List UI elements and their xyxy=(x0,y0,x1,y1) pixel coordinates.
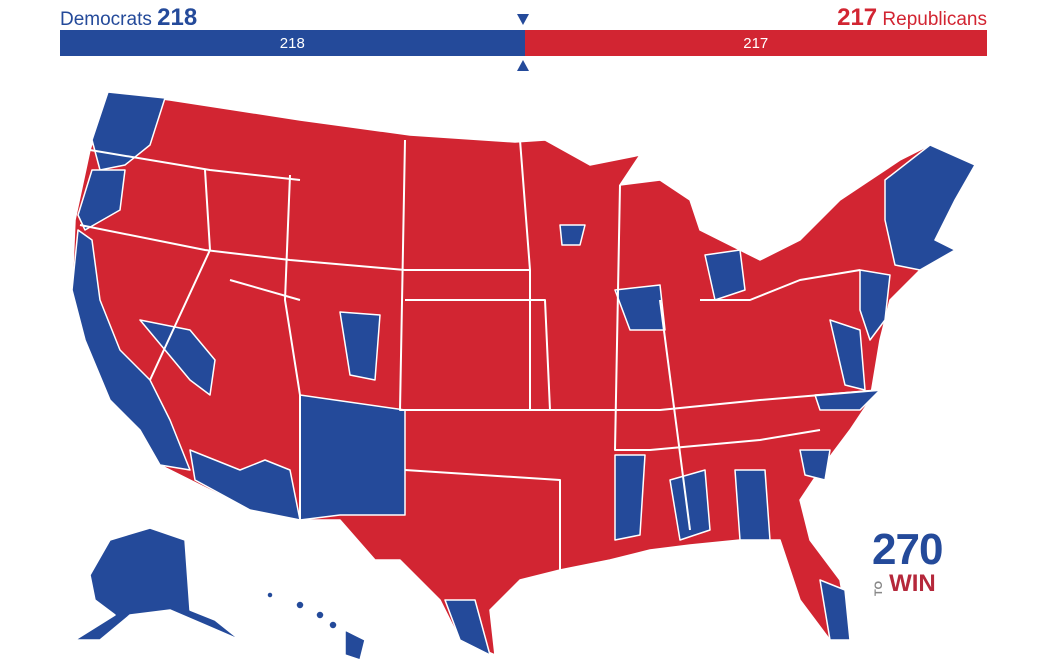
district-tx-south[interactable] xyxy=(444,599,491,656)
state-borders xyxy=(79,139,881,570)
logo-number: 270 xyxy=(872,525,943,574)
270towin-logo: 270 TO WIN xyxy=(872,525,943,597)
district-fl-south[interactable] xyxy=(819,579,851,641)
democrats-header: Democrats 218 xyxy=(60,4,197,32)
district-nv-south[interactable] xyxy=(139,319,216,396)
district-ms-delta[interactable] xyxy=(614,454,646,541)
hawaii[interactable] xyxy=(266,591,366,661)
district-nm[interactable] xyxy=(299,394,406,521)
district-md-va[interactable] xyxy=(829,319,866,391)
alaska[interactable] xyxy=(74,527,241,641)
district-al[interactable] xyxy=(669,469,711,541)
majority-marker-top-icon xyxy=(517,14,529,25)
democrats-label: Democrats xyxy=(60,9,152,30)
district-sc[interactable] xyxy=(799,449,831,481)
district-chicago[interactable] xyxy=(614,284,666,331)
logo-win: WIN xyxy=(889,570,936,597)
district-co-denver[interactable] xyxy=(339,311,381,381)
district-detroit[interactable] xyxy=(704,249,746,301)
logo-to: TO xyxy=(873,580,886,597)
district-or-coast[interactable] xyxy=(77,169,126,231)
republicans-count: 217 xyxy=(837,4,878,31)
democrat-districts xyxy=(71,91,976,656)
republicans-header: 217 Republicans xyxy=(837,4,987,32)
seat-bar: 218 217 xyxy=(60,30,987,56)
majority-marker-bottom-icon xyxy=(517,60,529,71)
republicans-label: Republicans xyxy=(882,9,987,30)
district-ga[interactable] xyxy=(734,469,771,541)
district-new-england[interactable] xyxy=(884,144,976,271)
district-az-south[interactable] xyxy=(189,449,301,521)
democrats-count: 218 xyxy=(157,4,198,31)
district-wa-west[interactable] xyxy=(91,91,166,171)
district-mn[interactable] xyxy=(559,224,586,246)
republican-bar: 217 xyxy=(524,30,987,56)
district-ca-coast[interactable] xyxy=(71,229,191,471)
democrat-bar: 218 xyxy=(60,30,525,56)
district-ny-nj[interactable] xyxy=(859,269,891,341)
